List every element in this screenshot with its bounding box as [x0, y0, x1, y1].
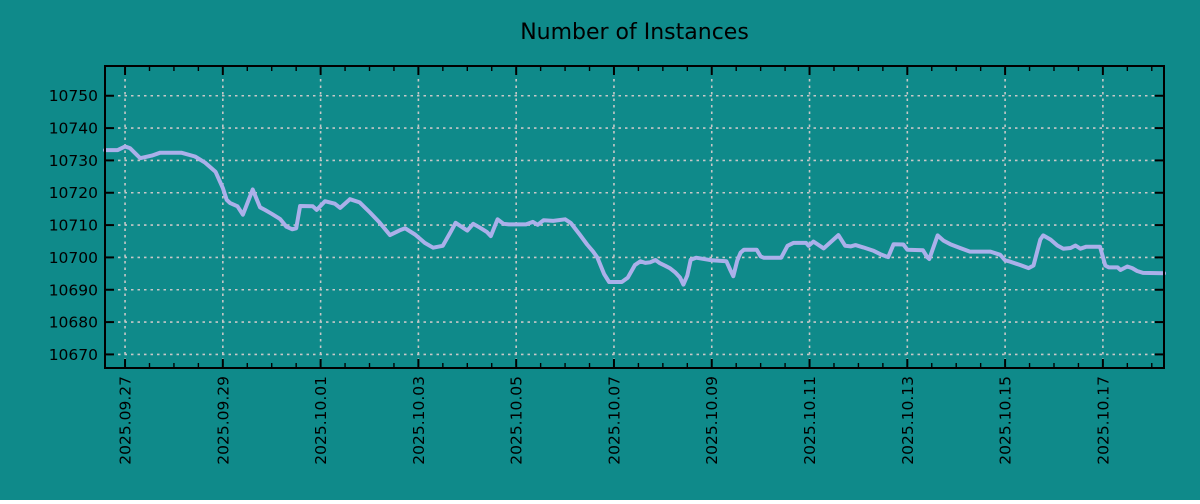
y-tick-label: 10730: [49, 152, 98, 170]
x-tick-label: 2025.09.27: [117, 376, 135, 465]
x-tick-label: 2025.10.17: [1094, 376, 1112, 465]
y-tick-label: 10670: [49, 346, 98, 364]
y-tick-label: 10700: [49, 249, 98, 267]
y-tick-label: 10690: [49, 281, 98, 299]
x-tick-label: 2025.10.13: [899, 376, 917, 465]
y-tick-label: 10720: [49, 184, 98, 202]
x-tick-label: 2025.09.29: [214, 376, 232, 465]
x-tick-label: 2025.10.07: [605, 376, 623, 465]
x-tick-label: 2025.10.11: [801, 376, 819, 465]
y-tick-label: 10750: [49, 87, 98, 105]
y-tick-label: 10680: [49, 314, 98, 332]
chart-title: Number of Instances: [520, 20, 749, 45]
y-tick-label: 10710: [49, 217, 98, 235]
x-tick-label: 2025.10.05: [508, 376, 526, 465]
x-tick-label: 2025.10.01: [312, 376, 330, 465]
series-line-instances: [103, 144, 1166, 287]
axis-frame: [104, 65, 1165, 369]
x-tick-label: 2025.10.15: [997, 376, 1015, 465]
x-tick-label: 2025.10.03: [410, 376, 428, 465]
x-tick-label: 2025.10.09: [703, 376, 721, 465]
y-tick-label: 10740: [49, 120, 98, 138]
